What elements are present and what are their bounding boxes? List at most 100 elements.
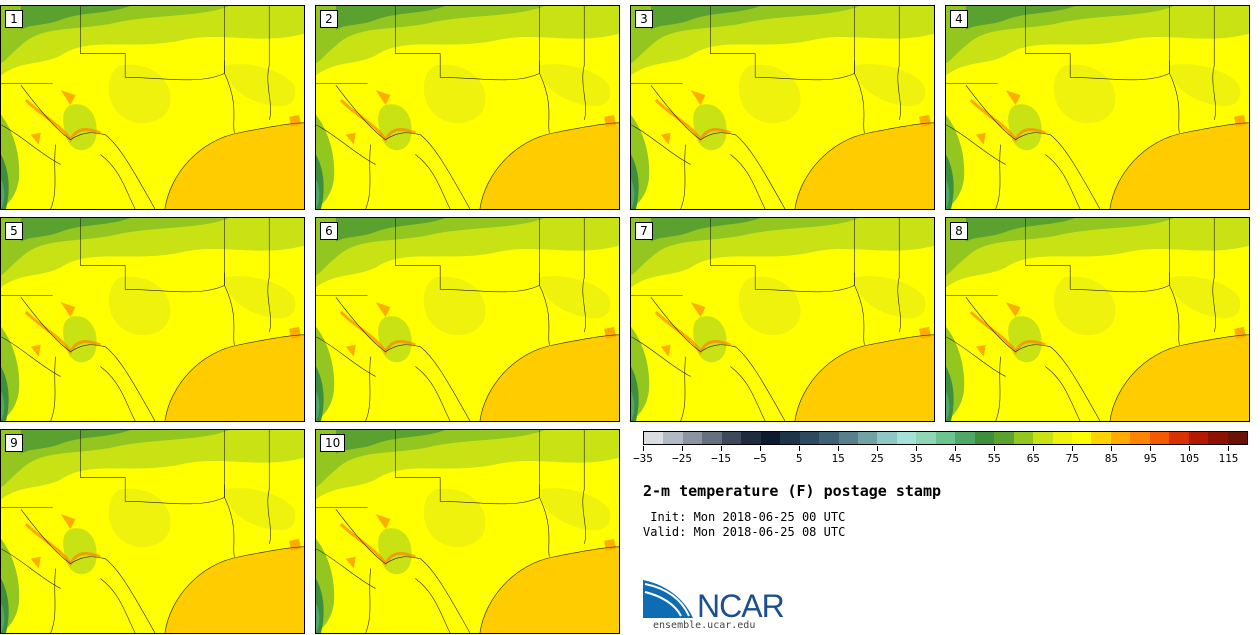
temperature-map <box>316 430 619 633</box>
colorbar-segment <box>1169 432 1189 444</box>
member-number-label: 2 <box>320 10 338 28</box>
colorbar-tick <box>682 446 684 451</box>
colorbar-segment <box>1110 432 1131 444</box>
colorbar-segment <box>741 432 761 444</box>
member-number-label: 9 <box>5 434 23 452</box>
init-time: Init: Mon 2018-06-25 00 UTC <box>643 510 846 524</box>
colorbar-tick <box>1150 446 1152 451</box>
colorbar-segment <box>1130 432 1150 444</box>
colorbar <box>643 431 1248 445</box>
colorbar-tick-label: −15 <box>711 452 731 465</box>
logo-text: NCAR <box>697 588 784 622</box>
temperature-map <box>316 6 619 209</box>
ensemble-member-panel: 8 <box>945 217 1250 422</box>
colorbar-tick <box>1072 446 1074 451</box>
ensemble-member-panel: 9 <box>0 429 305 634</box>
ensemble-member-panel: 4 <box>945 5 1250 210</box>
colorbar-tick <box>721 446 723 451</box>
member-number-label: 8 <box>950 222 968 240</box>
colorbar-segment <box>819 432 839 444</box>
temperature-map <box>946 6 1249 209</box>
colorbar-tick-label: 5 <box>795 452 803 465</box>
member-number-label: 3 <box>635 10 653 28</box>
member-number-label: 1 <box>5 10 23 28</box>
ensemble-member-panel: 6 <box>315 217 620 422</box>
ensemble-member-panel: 7 <box>630 217 935 422</box>
colorbar-tick-label: 75 <box>1065 452 1079 465</box>
colorbar-tick <box>838 446 840 451</box>
colorbar-segment <box>896 432 917 444</box>
colorbar-tick <box>916 446 918 451</box>
temperature-map <box>631 6 934 209</box>
colorbar-segment <box>974 432 995 444</box>
colorbar-tick <box>1189 446 1191 451</box>
ensemble-member-panel: 5 <box>0 217 305 422</box>
temperature-map <box>631 218 934 421</box>
colorbar-segment <box>1033 432 1053 444</box>
colorbar-segment <box>994 432 1014 444</box>
colorbar-tick-label: 25 <box>870 452 884 465</box>
colorbar-tick <box>994 446 996 451</box>
valid-time: Valid: Mon 2018-06-25 08 UTC <box>643 525 846 539</box>
colorbar-tick-label: −5 <box>753 452 767 465</box>
colorbar-ticks: −35 −25 −15 −5 5 15 25 35 45 55 65 75 85 95 105 115 <box>633 446 1248 468</box>
colorbar-tick <box>955 446 957 451</box>
colorbar-tick <box>1033 446 1035 451</box>
colorbar-segment <box>1149 432 1170 444</box>
member-number-label: 5 <box>5 222 23 240</box>
colorbar-tick <box>643 446 644 451</box>
colorbar-tick <box>1111 446 1113 451</box>
colorbar-segment <box>663 432 683 444</box>
colorbar-tick-label: 35 <box>909 452 923 465</box>
colorbar-tick-label: 95 <box>1143 452 1158 465</box>
colorbar-segment <box>702 432 722 444</box>
temperature-map <box>1 430 304 633</box>
temperature-map <box>1 6 304 209</box>
colorbar-tick <box>760 446 762 451</box>
colorbar-tick-label: −25 <box>672 452 692 465</box>
colorbar-tick-label: 15 <box>831 452 845 465</box>
colorbar-tick-label: −35 <box>633 452 653 465</box>
colorbar-segment <box>799 432 820 444</box>
colorbar-tick-label: 65 <box>1026 452 1040 465</box>
member-number-label: 10 <box>320 434 346 452</box>
colorbar-segment <box>721 432 742 444</box>
colorbar-tick <box>1228 446 1230 451</box>
ensemble-member-panel: 2 <box>315 5 620 210</box>
logo-url: ensemble.ucar.edu <box>653 620 756 631</box>
colorbar-tick-label: 105 <box>1179 452 1200 465</box>
colorbar-segment <box>760 432 781 444</box>
colorbar-segment <box>1013 432 1034 444</box>
colorbar-segment <box>1208 432 1228 444</box>
colorbar-segment <box>682 432 703 444</box>
member-number-label: 7 <box>635 222 653 240</box>
colorbar-tick-label: 85 <box>1104 452 1118 465</box>
colorbar-tick-label: 45 <box>948 452 962 465</box>
colorbar-segment <box>644 432 664 444</box>
ensemble-member-panel: 1 <box>0 5 305 210</box>
colorbar-segment <box>877 432 897 444</box>
ensemble-member-panel: 3 <box>630 5 935 210</box>
colorbar-segment <box>1052 432 1072 444</box>
member-number-label: 4 <box>950 10 968 28</box>
colorbar-segment <box>916 432 936 444</box>
colorbar-segment <box>857 432 878 444</box>
colorbar-segment <box>1071 432 1092 444</box>
colorbar-tick <box>799 446 801 451</box>
colorbar-tick-label: 55 <box>987 452 1001 465</box>
colorbar-segment <box>935 432 956 444</box>
colorbar-segment <box>1091 432 1111 444</box>
colorbar-segment <box>1227 432 1248 444</box>
colorbar-segment <box>780 432 800 444</box>
colorbar-tick-label: 115 <box>1218 452 1239 465</box>
figure-title: 2-m temperature (F) postage stamp <box>643 482 942 500</box>
colorbar-tick <box>877 446 879 451</box>
ncar-logo: NCAR <box>643 580 785 622</box>
temperature-map <box>946 218 1249 421</box>
temperature-map <box>316 218 619 421</box>
colorbar-segment <box>838 432 858 444</box>
colorbar-segment <box>1188 432 1209 444</box>
member-number-label: 6 <box>320 222 338 240</box>
colorbar-segment <box>955 432 975 444</box>
ensemble-member-panel: 10 <box>315 429 620 634</box>
